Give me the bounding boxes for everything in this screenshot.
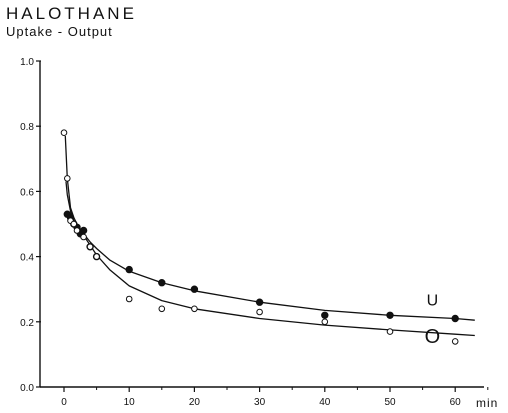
- x-axis-label: min: [476, 396, 498, 410]
- x-tick-label: 10: [124, 397, 136, 408]
- output-point: [451, 338, 459, 345]
- x-tick-label: 60: [450, 397, 462, 408]
- output-point: [321, 318, 329, 326]
- chart-title: HALOTHANE: [6, 4, 137, 23]
- x-tick-label: 50: [384, 397, 396, 408]
- uptake-point: [255, 298, 264, 306]
- axes: 0.0 0.2 0.4 0.6 0.8 1.0 0 10 20 30 40 50 60 min: [20, 57, 498, 410]
- output-point: [64, 175, 71, 182]
- series-label-o: O: [425, 326, 441, 348]
- output-point: [80, 233, 87, 241]
- series-label-u: U: [427, 293, 439, 310]
- output-point: [386, 328, 394, 335]
- uptake-point: [451, 314, 459, 323]
- chart-subtitle: Uptake - Output: [6, 24, 113, 39]
- y-tick-label: 1.0: [20, 57, 34, 68]
- x-tick-label: 20: [189, 397, 201, 408]
- x-tick-label: 40: [319, 397, 331, 408]
- output-point: [60, 129, 68, 136]
- y-tick-label: 0.4: [20, 253, 34, 264]
- y-tick-label: 0.2: [20, 318, 34, 329]
- output-point: [73, 227, 81, 234]
- output-point: [256, 308, 263, 316]
- uptake-point: [79, 226, 88, 235]
- series-labels: UO: [425, 293, 441, 348]
- fit-curve-o: [64, 135, 475, 337]
- output-point: [125, 295, 133, 303]
- output-point: [86, 243, 94, 251]
- y-tick-label: 0.6: [20, 187, 34, 198]
- y-tick-label: 0.0: [20, 383, 34, 394]
- fitted-curves: [64, 135, 475, 337]
- uptake-point: [321, 311, 329, 319]
- uptake-point: [125, 265, 133, 274]
- x-tick-label: 30: [254, 397, 266, 408]
- y-tick-label: 0.8: [20, 122, 34, 133]
- uptake-point: [158, 279, 166, 287]
- x-tick-label: 0: [61, 397, 67, 408]
- uptake-point: [190, 285, 199, 293]
- uptake-point: [386, 311, 394, 319]
- output-point: [158, 305, 166, 313]
- output-point: [93, 253, 100, 260]
- data-points: [60, 129, 459, 345]
- output-point: [70, 220, 78, 228]
- output-point: [191, 305, 198, 313]
